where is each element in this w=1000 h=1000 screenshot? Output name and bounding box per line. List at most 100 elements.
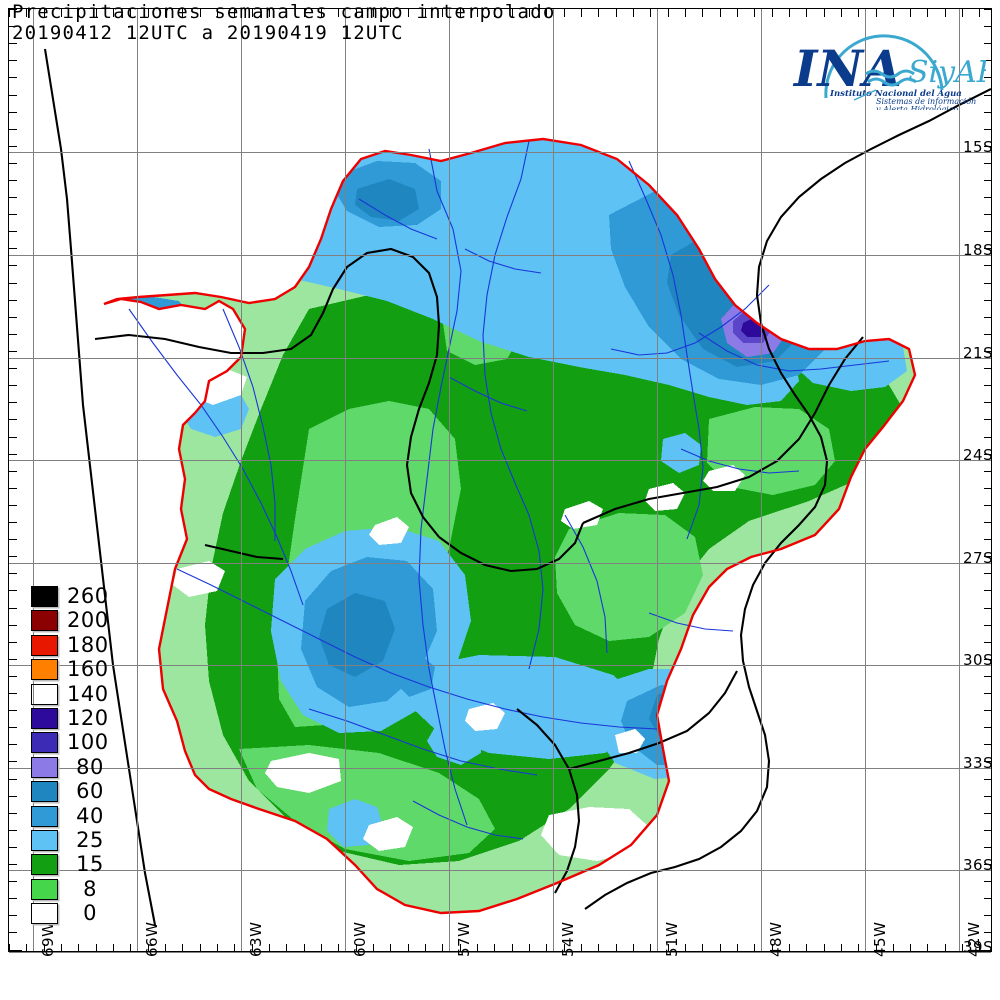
axis-tick — [9, 693, 17, 694]
axis-tick — [321, 944, 322, 952]
axis-tick — [9, 26, 17, 27]
x-tick-label: 66W — [143, 921, 161, 957]
axis-tick — [9, 334, 17, 335]
axis-tick — [633, 944, 634, 952]
logo-waves-icon — [865, 69, 917, 87]
axis-tick — [9, 488, 17, 489]
axis-tick — [512, 9, 513, 17]
logo-subtitle-1: Instituto Nacional del Agua — [829, 89, 962, 99]
axis-tick — [9, 625, 17, 626]
axis-tick — [984, 197, 992, 198]
logo-arc-icon — [824, 34, 944, 99]
axis-tick — [984, 573, 992, 574]
legend-value: 200 — [67, 608, 109, 633]
axis-tick — [984, 385, 992, 386]
axis-tick — [304, 944, 305, 952]
axis-tick — [9, 146, 17, 147]
axis-tick — [113, 944, 114, 952]
axis-tick — [910, 944, 911, 952]
axis-tick — [962, 944, 963, 952]
axis-tick — [772, 9, 773, 17]
axis-tick — [529, 9, 530, 17]
legend-swatch — [31, 610, 58, 632]
axis-tick — [9, 471, 17, 472]
axis-tick — [754, 944, 755, 952]
legend-value: 260 — [67, 584, 109, 608]
axis-tick — [616, 9, 617, 17]
y-tick-label: 36S — [963, 856, 994, 874]
axis-tick — [9, 368, 17, 369]
axis-tick — [234, 9, 235, 17]
axis-tick — [9, 265, 17, 266]
axis-tick — [9, 950, 22, 951]
axis-tick — [9, 43, 17, 44]
axis-tick — [927, 944, 928, 952]
axis-tick — [9, 9, 10, 17]
axis-tick — [9, 744, 17, 745]
axis-tick — [984, 180, 992, 181]
axis-tick — [78, 944, 79, 952]
axis-tick — [9, 231, 17, 232]
axis-tick — [477, 944, 478, 952]
axis-tick — [9, 163, 17, 164]
axis-tick — [442, 944, 443, 952]
axis-tick — [984, 43, 992, 44]
axis-tick — [824, 944, 825, 952]
logo-brand-text: SiyAH — [908, 55, 986, 90]
axis-tick — [9, 710, 17, 711]
axis-tick — [772, 944, 773, 952]
axis-tick — [984, 488, 992, 489]
axis-tick — [984, 710, 992, 711]
axis-tick — [720, 9, 721, 17]
axis-tick — [737, 944, 738, 952]
axis-tick — [876, 9, 877, 17]
axis-tick — [356, 944, 357, 952]
axis-tick — [984, 830, 992, 831]
axis-tick — [61, 944, 62, 952]
axis-tick — [252, 9, 253, 17]
legend-swatch — [31, 829, 58, 851]
axis-tick — [9, 112, 17, 113]
axis-tick — [789, 9, 790, 17]
axis-tick — [984, 163, 992, 164]
axis-tick — [685, 9, 686, 17]
axis-tick — [858, 9, 859, 17]
title-line-2: 20190412 12UTC a 20190419 12UTC — [12, 22, 404, 44]
axis-tick — [9, 590, 17, 591]
axis-tick — [9, 539, 17, 540]
axis-tick — [984, 813, 992, 814]
axis-tick — [408, 9, 409, 17]
legend-value: 80 — [76, 754, 104, 779]
legend-swatch — [31, 756, 58, 778]
axis-tick — [304, 9, 305, 17]
axis-tick — [9, 556, 17, 557]
legend-value: 15 — [76, 852, 104, 877]
axis-tick — [984, 779, 992, 780]
legend-value: 60 — [76, 779, 104, 804]
axis-tick — [529, 944, 530, 952]
y-tick-label: 27S — [963, 549, 994, 567]
precipitation-field — [43, 48, 991, 926]
axis-tick — [9, 659, 17, 660]
legend-value: 0 — [83, 901, 97, 926]
axis-tick — [984, 26, 992, 27]
axis-tick — [9, 676, 17, 677]
axis-tick — [841, 944, 842, 952]
axis-tick — [984, 351, 992, 352]
axis-tick — [9, 932, 17, 933]
axis-tick — [984, 60, 992, 61]
axis-tick — [9, 505, 17, 506]
axis-tick — [984, 317, 992, 318]
axis-tick — [61, 9, 62, 17]
axis-tick — [390, 9, 391, 17]
axis-tick — [754, 9, 755, 17]
x-tick-label: 63W — [247, 921, 265, 957]
legend-swatch — [31, 854, 58, 876]
axis-tick — [9, 317, 17, 318]
axis-tick — [945, 9, 946, 17]
axis-tick — [9, 129, 17, 130]
axis-tick — [425, 944, 426, 952]
axis-tick — [9, 898, 17, 899]
axis-tick — [616, 944, 617, 952]
legend-swatch — [31, 732, 58, 754]
